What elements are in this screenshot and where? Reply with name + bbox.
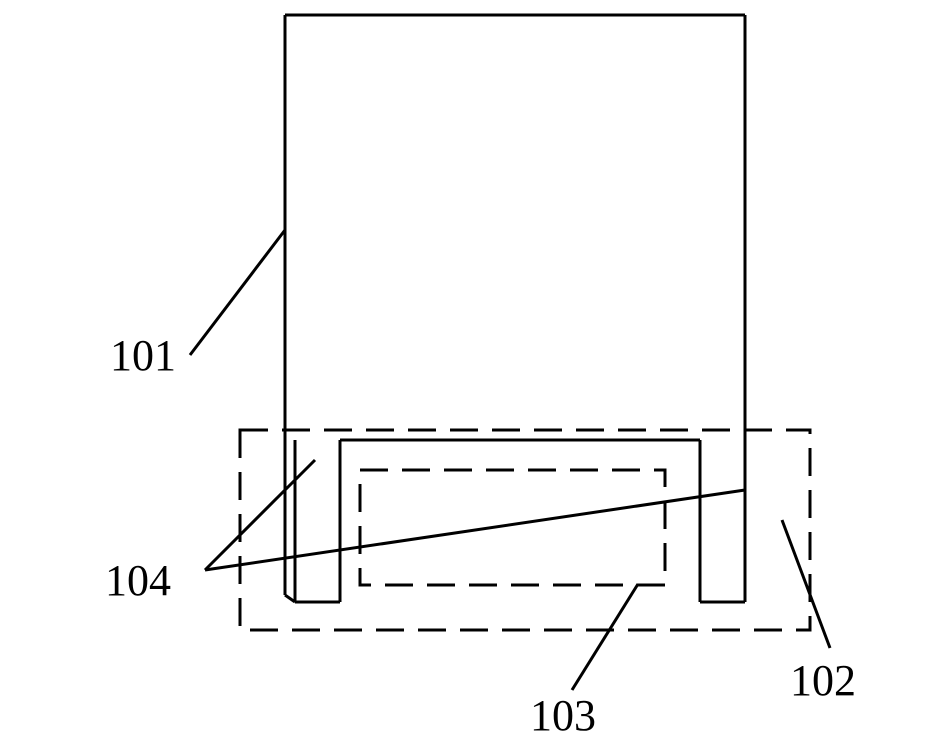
label-102: 102: [790, 656, 856, 705]
label-104: 104: [105, 556, 171, 605]
label-103: 103: [530, 691, 596, 740]
label-101: 101: [110, 331, 176, 380]
